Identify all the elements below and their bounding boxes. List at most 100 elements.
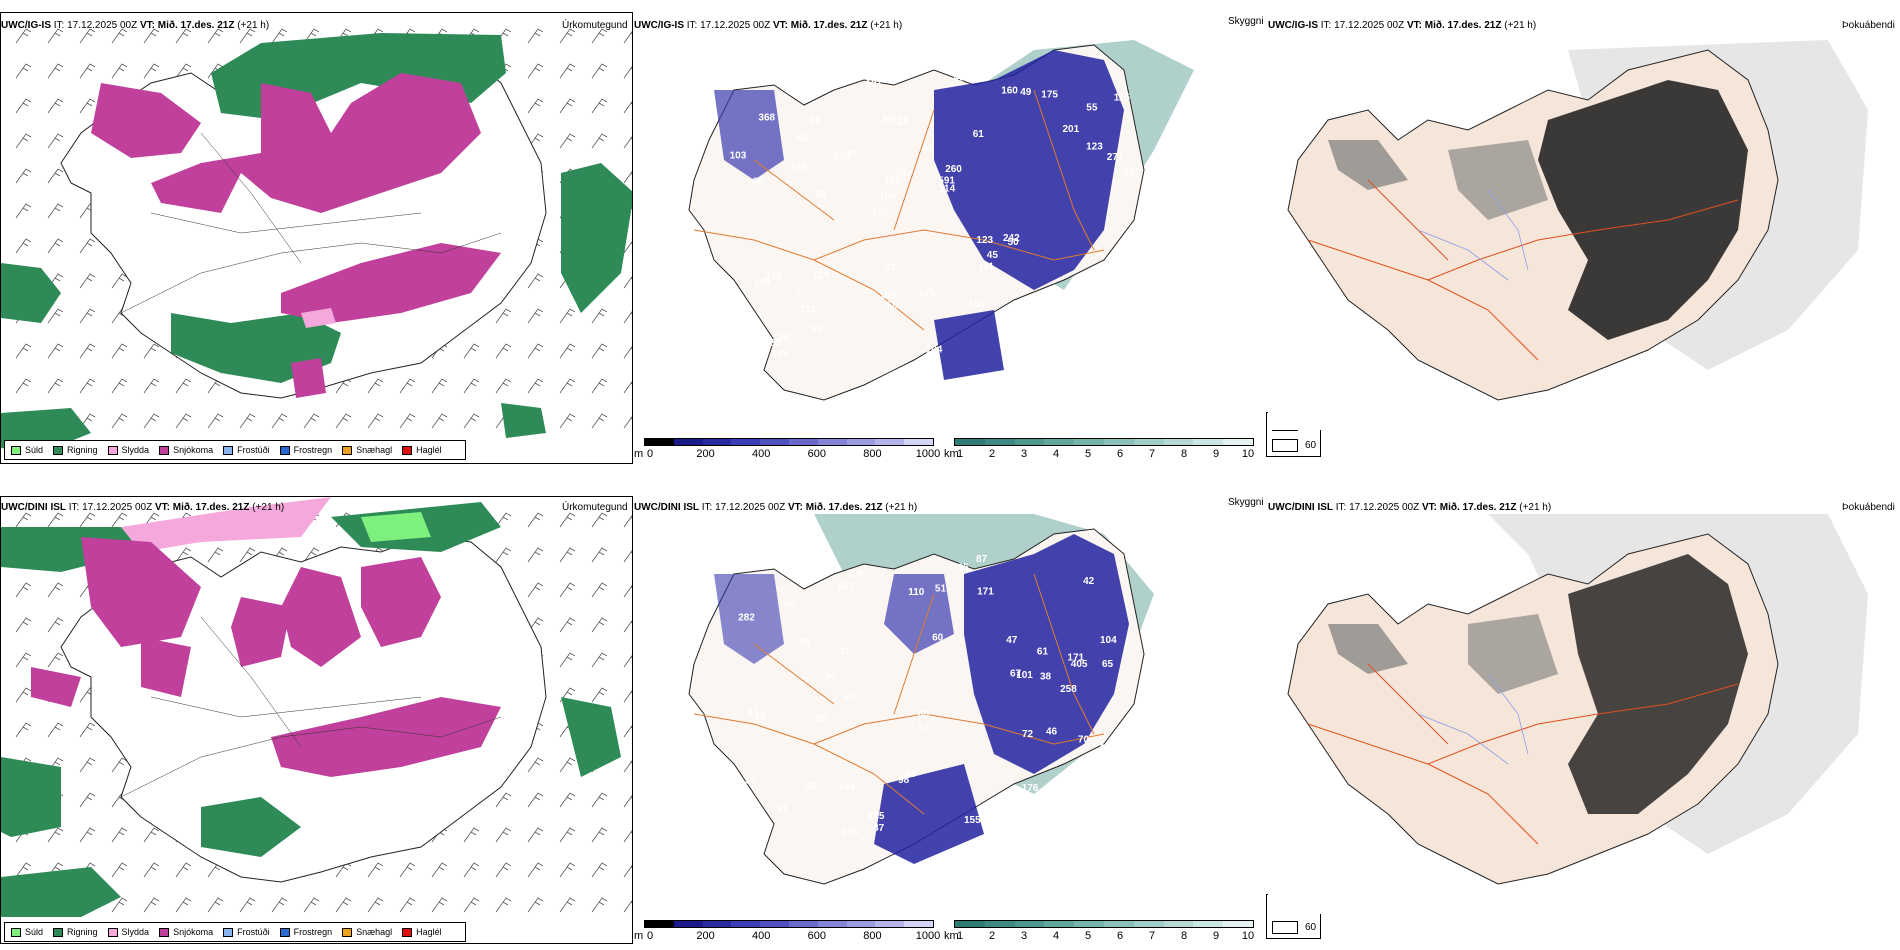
init-label: IT: (68, 502, 80, 513)
wind-barb (303, 28, 320, 44)
valid-time: Mið. 17.des. 21Z (805, 502, 883, 513)
wind-barb (15, 343, 32, 359)
model-name: UWC/IG-IS (634, 20, 684, 31)
ptype-legend: Súld Rigning Slydda Snjókoma Frostúði Frostre… (4, 440, 466, 460)
wind-barb (271, 897, 288, 913)
visibility-tick-label: 5 (1084, 448, 1092, 460)
fog-panel-row1 (1268, 30, 1900, 430)
wind-barb (175, 862, 192, 878)
init-time: 17.12.2025 00Z (1349, 502, 1420, 513)
wind-barb (495, 308, 512, 324)
lead-time: (+21 h) (1519, 502, 1552, 513)
ceiling-tick-label: 200 (696, 448, 715, 460)
lead-time: (+21 h) (252, 502, 285, 513)
ceiling-value-label: 216 (765, 272, 782, 283)
snow-area (91, 83, 201, 158)
fog-grey-area (1328, 140, 1408, 190)
visibility-tick-label: 6 (1116, 448, 1124, 460)
legend-item-snjókoma: Snjókoma (159, 445, 213, 455)
legend-item-slydda: Slydda (107, 445, 149, 455)
fog-legend-white (1272, 921, 1298, 934)
wind-barb (207, 547, 224, 563)
wind-barb (111, 862, 128, 878)
ceiling-value-label: 108 (879, 191, 896, 202)
fog-title-row1: Þokuábendi (1842, 20, 1895, 31)
wind-barb (271, 413, 288, 429)
wind-barb (591, 792, 608, 808)
ceiling-tick-label: 0 (646, 930, 654, 942)
wind-barb (591, 63, 608, 79)
wind-barb (495, 827, 512, 843)
ceiling-value-label: 282 (738, 613, 755, 624)
ptype-map-row2 (1, 497, 632, 917)
low-cloud-area (714, 90, 784, 180)
wind-barb (15, 133, 32, 149)
low-cloud-area (874, 764, 984, 864)
ceiling-value-label: 149 (754, 278, 771, 289)
low-cloud-area (964, 534, 1129, 774)
ceiling-value-label: 114 (740, 335, 757, 346)
legend-swatch (11, 927, 21, 937)
wind-barb (527, 63, 544, 79)
wind-barb (623, 31, 632, 44)
lead-time: (+21 h) (1504, 20, 1537, 31)
lead-time: (+21 h) (885, 502, 918, 513)
wind-barb (111, 413, 128, 429)
wind-barb (111, 273, 128, 289)
wind-barb (623, 900, 632, 913)
valid-time: Mið. 17.des. 21Z (1439, 502, 1517, 513)
wind-barb (239, 413, 256, 429)
legend-label: Snæhagl (356, 927, 393, 937)
wind-barb (623, 515, 632, 528)
ceiling-colorbar-strip (644, 438, 934, 446)
ceiling-panel-row2: 36 104 55 60 47 129 171 144 42 35 65 282 258 87 56 60 51… (634, 514, 1264, 914)
ceiling-value-label: 124 (812, 270, 829, 281)
ceiling-value-label: 111 (978, 261, 994, 272)
wind-barb (431, 413, 448, 429)
wind-barb (623, 346, 632, 359)
ceiling-value-label: 103 (730, 151, 747, 162)
ceiling-value-label: 87 (976, 554, 988, 565)
legend-label: Rigning (67, 445, 98, 455)
ptype-title-row2: Úrkomutegund (562, 502, 628, 513)
ceiling-value-label: 45 (796, 133, 808, 144)
legend-swatch (223, 445, 234, 455)
ceiling-tick-label: 600 (807, 448, 826, 460)
ceiling-value-label: 51 (1085, 791, 1097, 802)
wind-barb (591, 133, 608, 149)
ceiling-value-label: 129 (847, 569, 864, 580)
snow-area (81, 537, 201, 647)
wind-barb (239, 897, 256, 913)
wind-barb (111, 827, 128, 843)
wind-barb (207, 413, 224, 429)
fog-panel-row2 (1268, 514, 1900, 914)
wind-barb (303, 547, 320, 563)
fog-map-row1 (1287, 40, 1868, 401)
wind-barb (591, 343, 608, 359)
legend-item-frostúði: Frostúði (223, 445, 270, 455)
legend-label: Snæhagl (356, 445, 393, 455)
wind-barb (303, 897, 320, 913)
ceiling-value-label: 47 (749, 807, 761, 818)
wind-barb (47, 63, 64, 79)
ceiling-value-label: 123 (976, 235, 993, 246)
ceiling-tick-label: 1000 (915, 930, 941, 942)
ceiling-value-label: 258 (1060, 684, 1077, 695)
ceiling-value-label: 101 (1016, 670, 1033, 681)
wind-barb (111, 757, 128, 773)
ceiling-value-label: 95 (811, 325, 823, 336)
wind-barb (15, 512, 32, 528)
wind-barb (111, 897, 128, 913)
visibility-tick-label: 4 (1052, 448, 1060, 460)
wind-barb (79, 792, 96, 808)
ceiling-value-label: 405 (1071, 659, 1088, 670)
wind-barb (367, 413, 384, 429)
wind-barb (111, 28, 128, 44)
wind-barb (79, 827, 96, 843)
wind-barb (623, 136, 632, 149)
wind-barb (207, 28, 224, 44)
visibility-tick-label: 2 (988, 930, 996, 942)
wind-barb (559, 792, 576, 808)
wind-barb (559, 413, 576, 429)
snow-area (231, 597, 291, 667)
